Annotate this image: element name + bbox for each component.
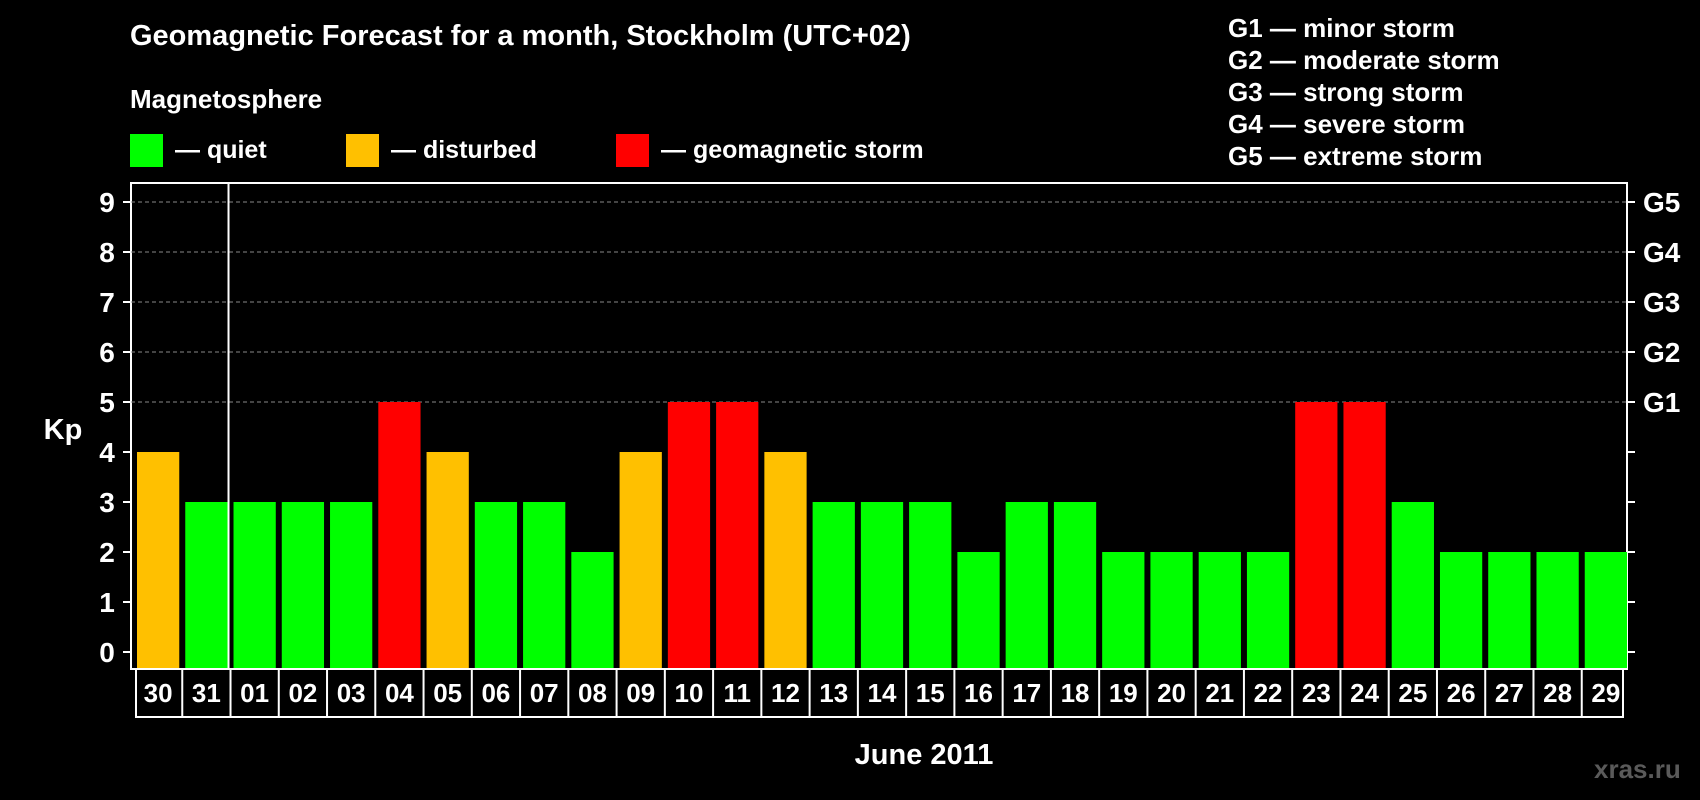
kp-bar (378, 402, 421, 668)
kp-bar (909, 502, 952, 668)
kp-bar (667, 402, 711, 668)
kp-bar (812, 502, 855, 668)
storm-scale-item: G4 — severe storm (1228, 109, 1466, 139)
storm-scale-item: G5 — extreme storm (1228, 141, 1483, 171)
storm-scale-list: G1 — minor storm G2 — moderate storm G3 … (1228, 12, 1500, 172)
y-tick-label: 4 (99, 437, 115, 468)
date-label: 24 (1350, 678, 1379, 708)
kp-bar (1391, 502, 1434, 668)
legend-swatch-quiet (130, 134, 163, 167)
legend-label-quiet: — quiet (175, 136, 267, 164)
kp-bar (1295, 402, 1338, 668)
y-tick-label: 1 (99, 587, 115, 618)
chart-title: Geomagnetic Forecast for a month, Stockh… (130, 20, 911, 52)
date-label: 09 (626, 678, 655, 708)
y-tick-label: 5 (99, 387, 115, 418)
y-tick-label: 9 (99, 187, 115, 218)
legend-heading: Magnetosphere (130, 84, 323, 114)
legend-item-storm: — geomagnetic storm (616, 134, 924, 167)
kp-bar (957, 552, 1000, 668)
date-label: 28 (1543, 678, 1572, 708)
kp-bar (281, 502, 325, 668)
date-label: 23 (1302, 678, 1331, 708)
date-label: 29 (1591, 678, 1620, 708)
date-label: 25 (1398, 678, 1427, 708)
legend-swatch-storm (616, 134, 649, 167)
kp-bar (1246, 552, 1290, 668)
y-tick-label: 6 (99, 337, 115, 368)
kp-bar (1198, 552, 1241, 668)
date-label: 02 (288, 678, 317, 708)
storm-scale-item: G2 — moderate storm (1228, 45, 1500, 75)
legend-label-storm: — geomagnetic storm (661, 136, 924, 164)
g-level-label: G3 (1643, 287, 1680, 318)
kp-bar (1536, 552, 1579, 668)
date-label: 27 (1495, 678, 1524, 708)
y-tick-label: 7 (99, 287, 115, 318)
kp-bar (1053, 502, 1097, 668)
date-label: 31 (192, 678, 221, 708)
date-label: 07 (530, 678, 559, 708)
watermark: xras.ru (1594, 754, 1681, 784)
kp-bar (1439, 552, 1483, 668)
kp-bar (716, 402, 759, 668)
g-level-label: G2 (1643, 337, 1680, 368)
y-axis-label: Kp (44, 414, 83, 446)
date-label: 04 (385, 678, 414, 708)
legend-label-disturbed: — disturbed (391, 136, 537, 164)
date-label: 08 (578, 678, 607, 708)
legend-item-quiet: — quiet (130, 134, 267, 167)
kp-bar (1343, 402, 1386, 668)
kp-bar (474, 502, 518, 668)
date-label: 18 (1061, 678, 1090, 708)
y-tick-label: 0 (99, 637, 115, 668)
kp-bar (233, 502, 276, 668)
kp-bar (764, 452, 807, 668)
kp-bar (619, 452, 662, 668)
date-label: 26 (1447, 678, 1476, 708)
kp-bar (1150, 552, 1193, 668)
kp-bar (1584, 552, 1627, 668)
g-level-label: G4 (1643, 237, 1681, 268)
date-label: 15 (916, 678, 945, 708)
kp-bar (330, 502, 373, 668)
date-label: 17 (1012, 678, 1041, 708)
kp-bar (860, 502, 904, 668)
date-label: 14 (868, 678, 897, 708)
storm-scale-item: G3 — strong storm (1228, 77, 1464, 107)
date-label: 30 (144, 678, 173, 708)
date-label: 10 (675, 678, 704, 708)
y-tick-label: 2 (99, 537, 115, 568)
date-label: 03 (337, 678, 366, 708)
y-tick-label: 3 (99, 487, 115, 518)
kp-bar (1005, 502, 1048, 668)
kp-bar (1102, 552, 1145, 668)
g-level-label: G1 (1643, 387, 1680, 418)
x-axis-label: June 2011 (855, 739, 994, 771)
date-label: 13 (819, 678, 848, 708)
y-tick-label: 8 (99, 237, 115, 268)
date-label: 11 (723, 678, 751, 708)
date-label: 16 (964, 678, 993, 708)
kp-bar (1488, 552, 1531, 668)
date-label: 05 (433, 678, 462, 708)
g-level-label: G5 (1643, 187, 1680, 218)
date-strip (135, 668, 1624, 718)
kp-bar (137, 452, 180, 668)
date-label: 21 (1205, 678, 1234, 708)
legend-item-disturbed: — disturbed (346, 134, 537, 167)
kp-bar (185, 502, 228, 668)
date-label: 06 (481, 678, 510, 708)
storm-scale-item: G1 — minor storm (1228, 13, 1455, 43)
date-label: 12 (771, 678, 800, 708)
date-label: 19 (1109, 678, 1138, 708)
kp-bar (571, 552, 614, 668)
date-label: 22 (1254, 678, 1283, 708)
kp-bar (426, 452, 469, 668)
date-label: 01 (240, 678, 269, 708)
legend-swatch-disturbed (346, 134, 379, 167)
date-label: 20 (1157, 678, 1186, 708)
kp-bar (523, 502, 566, 668)
